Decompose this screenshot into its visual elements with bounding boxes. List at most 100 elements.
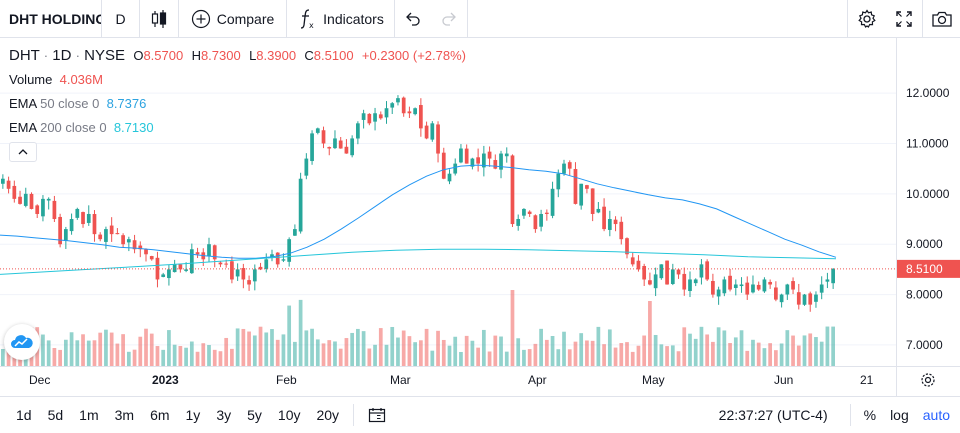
last-price-badge: [897, 259, 960, 278]
settings-button[interactable]: [848, 0, 885, 37]
log-scale-toggle[interactable]: log: [890, 407, 909, 423]
symbol-search-button[interactable]: DHT HOLDINGS: [9, 10, 101, 27]
volume-bar: [808, 333, 813, 366]
candle-body: [779, 294, 784, 303]
function-icon: x: [301, 8, 314, 30]
collapse-legend-button[interactable]: [9, 142, 37, 162]
volume-bar: [327, 340, 332, 366]
candle-body: [144, 249, 148, 255]
volume-bar: [98, 332, 103, 366]
volume-bar: [424, 328, 429, 366]
volume-bar: [201, 343, 206, 366]
fullscreen-button[interactable]: [885, 0, 922, 37]
range-5d[interactable]: 5d: [47, 407, 64, 423]
candle-body: [476, 157, 480, 164]
candle-body: [75, 208, 80, 218]
fullscreen-icon: [895, 10, 912, 27]
candle-body: [35, 205, 40, 214]
redo-button[interactable]: [431, 0, 467, 37]
range-3y[interactable]: 3y: [216, 407, 232, 423]
chart-type-button[interactable]: [140, 0, 178, 37]
volume-value: 4.036M: [59, 72, 103, 87]
volume-bar: [218, 351, 223, 366]
candle-body: [212, 245, 217, 260]
candle-body: [218, 262, 223, 265]
candle-body: [23, 193, 28, 206]
candle-body: [653, 274, 658, 289]
goto-date-button[interactable]: [360, 407, 394, 423]
range-6m[interactable]: 6m: [150, 407, 170, 423]
candle-body: [441, 152, 446, 179]
range-10y[interactable]: 10y: [277, 407, 301, 423]
volume-bar: [550, 336, 555, 366]
candle-body: [682, 273, 687, 290]
volume-bar: [407, 336, 412, 366]
volume-bar: [619, 343, 624, 366]
tradingview-logo[interactable]: [4, 324, 40, 360]
percent-scale-toggle[interactable]: %: [863, 407, 877, 423]
volume-bar: [711, 341, 715, 366]
volume-bar: [304, 330, 309, 366]
range-5y[interactable]: 5y: [247, 407, 262, 423]
candle-body: [459, 148, 463, 163]
time-axis-border: [0, 366, 960, 367]
time-axis: Dec 2023 Feb Mar Apr May Jun 21: [29, 373, 935, 387]
volume-bar: [167, 330, 171, 366]
snapshot-button[interactable]: [923, 0, 960, 37]
volume-bar: [802, 335, 807, 366]
volume-bar: [149, 333, 154, 366]
clock-timezone[interactable]: 22:37:27 (UTC-4): [718, 407, 828, 423]
legend-ema50[interactable]: EMA 50 close 0 8.7376: [9, 96, 147, 111]
volume-bar: [1, 348, 5, 366]
chevron-up-icon: [18, 149, 28, 155]
volume-bar: [762, 348, 767, 366]
volume-bar: [522, 349, 526, 366]
volume-bar: [275, 339, 280, 366]
auto-scale-toggle[interactable]: auto: [922, 407, 950, 423]
candle-body: [58, 216, 62, 245]
gear-icon: [857, 8, 876, 28]
legend-header: DHT · 1D · NYSE O8.5700 H8.7300 L8.3900 …: [9, 47, 466, 64]
volume-bar: [642, 335, 647, 366]
legend-ema200[interactable]: EMA 200 close 0 8.7130: [9, 120, 154, 135]
price-chart[interactable]: 12.0000 11.0000 10.0000 9.0000 8.0000 7.0000 8…: [0, 38, 960, 396]
range-1d[interactable]: 1d: [16, 407, 32, 423]
range-3m[interactable]: 3m: [114, 407, 135, 423]
candle-body: [699, 264, 704, 278]
compare-label: Compare: [216, 10, 275, 27]
candle-body: [493, 160, 498, 169]
candle-body: [396, 98, 400, 103]
axis-settings-gear-icon[interactable]: [921, 373, 935, 387]
undo-button[interactable]: [395, 0, 431, 37]
toolbar-divider: [286, 0, 287, 37]
volume-bar: [733, 337, 738, 366]
volume-bar: [212, 349, 217, 366]
volume-bar: [172, 344, 177, 366]
indicators-button[interactable]: x Indicators: [287, 0, 394, 37]
range-1m[interactable]: 1m: [79, 407, 99, 423]
candle-body: [172, 264, 177, 273]
candle-body: [207, 244, 211, 257]
volume-bar: [356, 328, 360, 366]
volume-bar: [189, 341, 194, 366]
toolbar-divider: [847, 0, 848, 37]
time-tick-label: Mar: [390, 373, 411, 387]
candle-body: [195, 252, 200, 255]
volume-bar: [607, 329, 612, 366]
legend-high: 8.7300: [200, 48, 241, 63]
candle-body: [630, 257, 635, 265]
interval-button[interactable]: D: [115, 10, 126, 27]
range-1y[interactable]: 1y: [185, 407, 201, 423]
candle-body: [567, 162, 572, 169]
legend-low: 8.3900: [256, 48, 297, 63]
volume-bar: [293, 341, 297, 366]
volume-bar: [264, 332, 269, 366]
candle-body: [247, 280, 251, 285]
legend-exchange: NYSE: [84, 47, 125, 64]
candle-body: [585, 185, 589, 189]
candle-body: [258, 266, 263, 270]
legend-volume[interactable]: Volume 4.036M: [9, 72, 103, 87]
range-20y[interactable]: 20y: [316, 407, 340, 423]
volume-bar: [310, 328, 314, 366]
compare-button[interactable]: Compare: [179, 0, 286, 37]
